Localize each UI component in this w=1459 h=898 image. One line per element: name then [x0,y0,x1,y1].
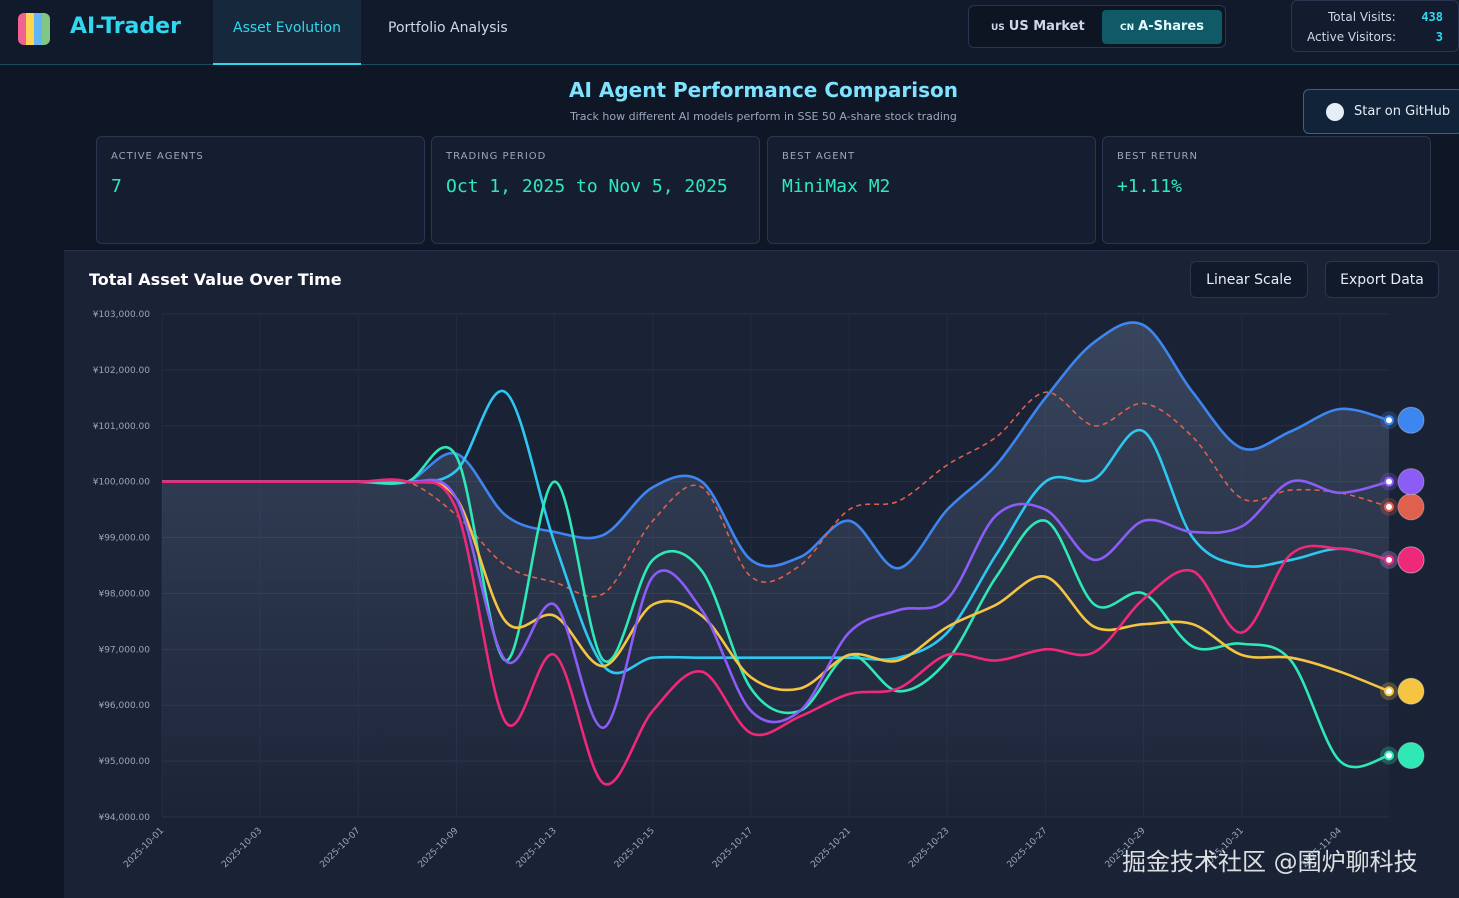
y-tick-label: ¥101,000.00 [93,422,151,432]
tab[interactable]: Portfolio Analysis [388,20,508,36]
stat-card: BEST AGENT MiniMax M2 [767,136,1096,244]
visits-label: Total Visits: [1328,10,1396,24]
x-tick-label: 2025-10-03 [220,826,264,870]
y-tick-label: ¥98,000.00 [98,589,150,599]
y-tick-label: ¥96,000.00 [98,701,150,711]
y-tick-label: ¥99,000.00 [98,534,150,544]
active-label: Active Visitors: [1307,30,1397,44]
logo [18,13,50,45]
stat-label: ACTIVE AGENTS [111,151,204,162]
stat-label: BEST AGENT [782,151,856,162]
agent-badge [1397,677,1425,705]
y-tick-label: ¥100,000.00 [93,478,151,488]
agent-badge [1397,546,1425,574]
end-point [1384,554,1394,565]
x-tick-label: 2025-10-13 [515,826,559,870]
x-tick-label: 2025-10-17 [711,826,755,870]
stat-label: BEST RETURN [1117,151,1198,162]
y-tick-label: ¥94,000.00 [98,813,150,823]
stat-label: TRADING PERIOD [446,151,547,162]
stat-card: TRADING PERIOD Oct 1, 2025 to Nov 5, 2025 [431,136,760,244]
end-point [1384,501,1394,512]
line [162,478,1390,786]
page-title: AI Agent Performance Comparison [568,78,959,102]
visits-value: 438 [1421,10,1443,24]
github-icon [1326,103,1344,121]
y-tick-label: ¥97,000.00 [98,645,150,655]
agent-badge [1397,742,1425,770]
brand: AI-Trader [70,14,181,39]
end-point [1384,686,1394,697]
active-value: 3 [1435,30,1443,44]
y-tick-label: ¥103,000.00 [93,310,151,320]
stat-value: 7 [111,176,122,197]
market-code: CN [1120,23,1135,33]
header: AI-Trader Asset Evolution Portfolio Anal… [0,0,1459,65]
scale-button[interactable]: Linear Scale [1190,261,1308,298]
stat-card: ACTIVE AGENTS 7 [96,136,425,244]
line [162,391,1390,598]
x-tick-label: 2025-10-01 [122,826,166,870]
market-code: US [991,23,1005,33]
y-tick-label: ¥102,000.00 [93,366,151,376]
export-button[interactable]: Export Data [1325,261,1439,298]
github-label: Star on GitHub [1354,104,1451,119]
area [162,322,1389,817]
chart-title: Total Asset Value Over Time [89,270,342,289]
x-tick-label: 2025-10-07 [318,826,362,870]
market-toggle: US US Market CN A-Shares [968,5,1226,48]
stat-value: Oct 1, 2025 to Nov 5, 2025 [446,176,728,197]
tab[interactable]: Asset Evolution [213,0,361,65]
stat-card: BEST RETURN +1.11% [1102,136,1431,244]
agent-badge [1397,468,1425,496]
x-tick-label: 2025-10-09 [417,826,461,870]
end-point [1384,750,1394,761]
visitors: Total Visits: 438 Active Visitors: 3 [1291,0,1459,52]
x-tick-label: 2025-10-27 [1005,826,1049,870]
page-subtitle: Track how different AI models perform in… [570,110,957,123]
stat-value: +1.11% [1117,176,1183,197]
watermark: 掘金技术社区 @围炉聊科技 [1122,848,1418,876]
x-tick-label: 2025-10-21 [809,826,853,870]
end-point [1384,415,1394,426]
agent-badge [1397,406,1425,434]
x-tick-label: 2025-10-15 [613,826,657,870]
market-button[interactable]: US US Market [973,10,1103,44]
y-tick-label: ¥95,000.00 [98,757,150,767]
market-button[interactable]: CN A-Shares [1102,10,1222,44]
market-label: A-Shares [1138,19,1204,34]
stat-value: MiniMax M2 [782,176,891,197]
github-button[interactable]: Star on GitHub [1303,89,1459,134]
end-point [1384,476,1394,487]
agent-badge [1397,493,1425,521]
x-tick-label: 2025-10-23 [907,826,951,870]
market-label: US Market [1008,19,1085,34]
